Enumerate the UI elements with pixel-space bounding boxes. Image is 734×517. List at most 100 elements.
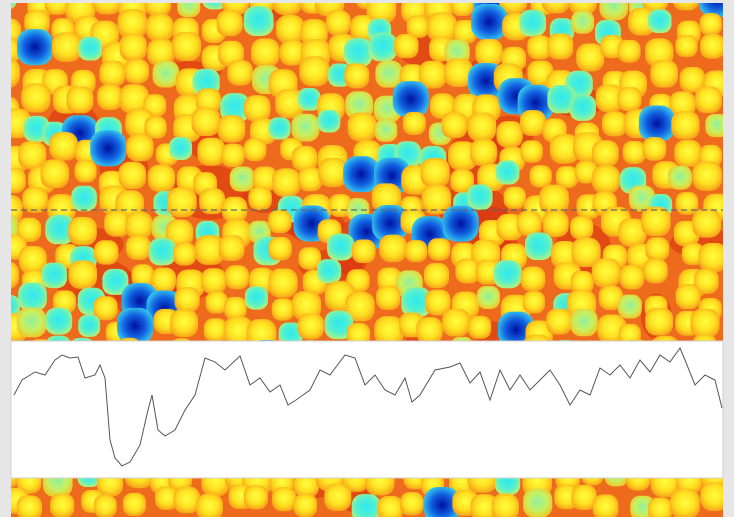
grain bbox=[117, 9, 147, 39]
grain bbox=[374, 119, 398, 142]
grain bbox=[595, 84, 624, 113]
grain bbox=[377, 267, 402, 292]
grain bbox=[692, 208, 722, 238]
grain bbox=[16, 29, 53, 66]
grain bbox=[71, 185, 97, 212]
grain bbox=[671, 111, 700, 140]
grain bbox=[125, 211, 153, 239]
grain bbox=[22, 187, 48, 213]
grain bbox=[401, 287, 432, 318]
grain bbox=[519, 9, 547, 37]
grain bbox=[700, 482, 723, 511]
grain bbox=[122, 492, 146, 516]
grain bbox=[104, 210, 131, 237]
grain bbox=[152, 60, 180, 88]
grain bbox=[668, 165, 692, 190]
grain bbox=[368, 32, 398, 62]
grain bbox=[268, 117, 291, 140]
grain bbox=[374, 316, 404, 346]
grain bbox=[205, 291, 228, 314]
grain bbox=[224, 296, 247, 320]
grain bbox=[18, 141, 47, 170]
grain bbox=[68, 216, 97, 246]
grain bbox=[316, 259, 342, 284]
grain bbox=[298, 247, 322, 270]
grain bbox=[496, 121, 523, 148]
grain bbox=[11, 3, 17, 9]
grain bbox=[376, 285, 401, 310]
grain bbox=[468, 315, 492, 339]
grain bbox=[177, 3, 201, 18]
grain bbox=[74, 160, 97, 183]
grain bbox=[392, 81, 429, 118]
grain bbox=[24, 9, 50, 36]
grain bbox=[173, 486, 201, 514]
grain bbox=[542, 210, 569, 237]
grain bbox=[53, 290, 76, 314]
grain bbox=[617, 87, 642, 112]
profile-panel bbox=[10, 340, 724, 479]
grain bbox=[681, 242, 705, 266]
grain bbox=[343, 38, 373, 67]
grain bbox=[345, 291, 375, 322]
grain bbox=[202, 3, 228, 10]
grain bbox=[619, 264, 645, 290]
grain bbox=[201, 268, 227, 294]
grain bbox=[647, 9, 672, 33]
grain bbox=[351, 494, 381, 517]
grain bbox=[550, 241, 579, 269]
grain bbox=[217, 115, 246, 143]
grain bbox=[45, 214, 75, 245]
grain bbox=[151, 267, 176, 293]
grain bbox=[416, 317, 443, 344]
grain bbox=[268, 236, 292, 261]
grain bbox=[642, 137, 667, 161]
grain bbox=[170, 309, 199, 338]
grain bbox=[648, 497, 673, 517]
grain bbox=[420, 158, 450, 188]
grain bbox=[344, 63, 370, 89]
grain bbox=[541, 3, 570, 14]
grain bbox=[343, 156, 380, 193]
grain bbox=[539, 184, 569, 215]
grain bbox=[693, 268, 719, 294]
grain bbox=[317, 109, 341, 133]
grain bbox=[571, 10, 595, 34]
grain bbox=[11, 295, 20, 318]
grain bbox=[470, 138, 497, 166]
grain bbox=[448, 141, 478, 171]
grain bbox=[493, 260, 522, 289]
grain bbox=[169, 137, 193, 160]
grain bbox=[196, 88, 221, 114]
grain bbox=[599, 3, 629, 21]
grain bbox=[144, 116, 167, 139]
grain bbox=[268, 209, 292, 234]
grain bbox=[221, 143, 245, 167]
grain bbox=[131, 264, 155, 287]
grain bbox=[549, 134, 580, 164]
grain bbox=[268, 268, 298, 298]
grain bbox=[470, 494, 498, 517]
grain bbox=[618, 218, 647, 247]
grain bbox=[92, 3, 123, 15]
grain bbox=[423, 263, 450, 289]
grain bbox=[394, 33, 419, 59]
grain bbox=[347, 112, 377, 142]
grain bbox=[617, 39, 641, 63]
grain bbox=[645, 38, 674, 67]
grain bbox=[679, 67, 706, 93]
grain bbox=[523, 488, 553, 517]
grain bbox=[325, 10, 351, 36]
grain bbox=[272, 3, 302, 16]
grain bbox=[598, 285, 623, 310]
grain bbox=[199, 188, 226, 215]
grain bbox=[617, 294, 642, 319]
profile-line bbox=[13, 346, 723, 467]
grain bbox=[516, 211, 542, 236]
grain bbox=[400, 492, 424, 516]
grain bbox=[690, 308, 720, 338]
grain bbox=[467, 184, 493, 210]
grain bbox=[547, 33, 574, 60]
grain bbox=[49, 132, 78, 161]
grain bbox=[519, 110, 546, 136]
